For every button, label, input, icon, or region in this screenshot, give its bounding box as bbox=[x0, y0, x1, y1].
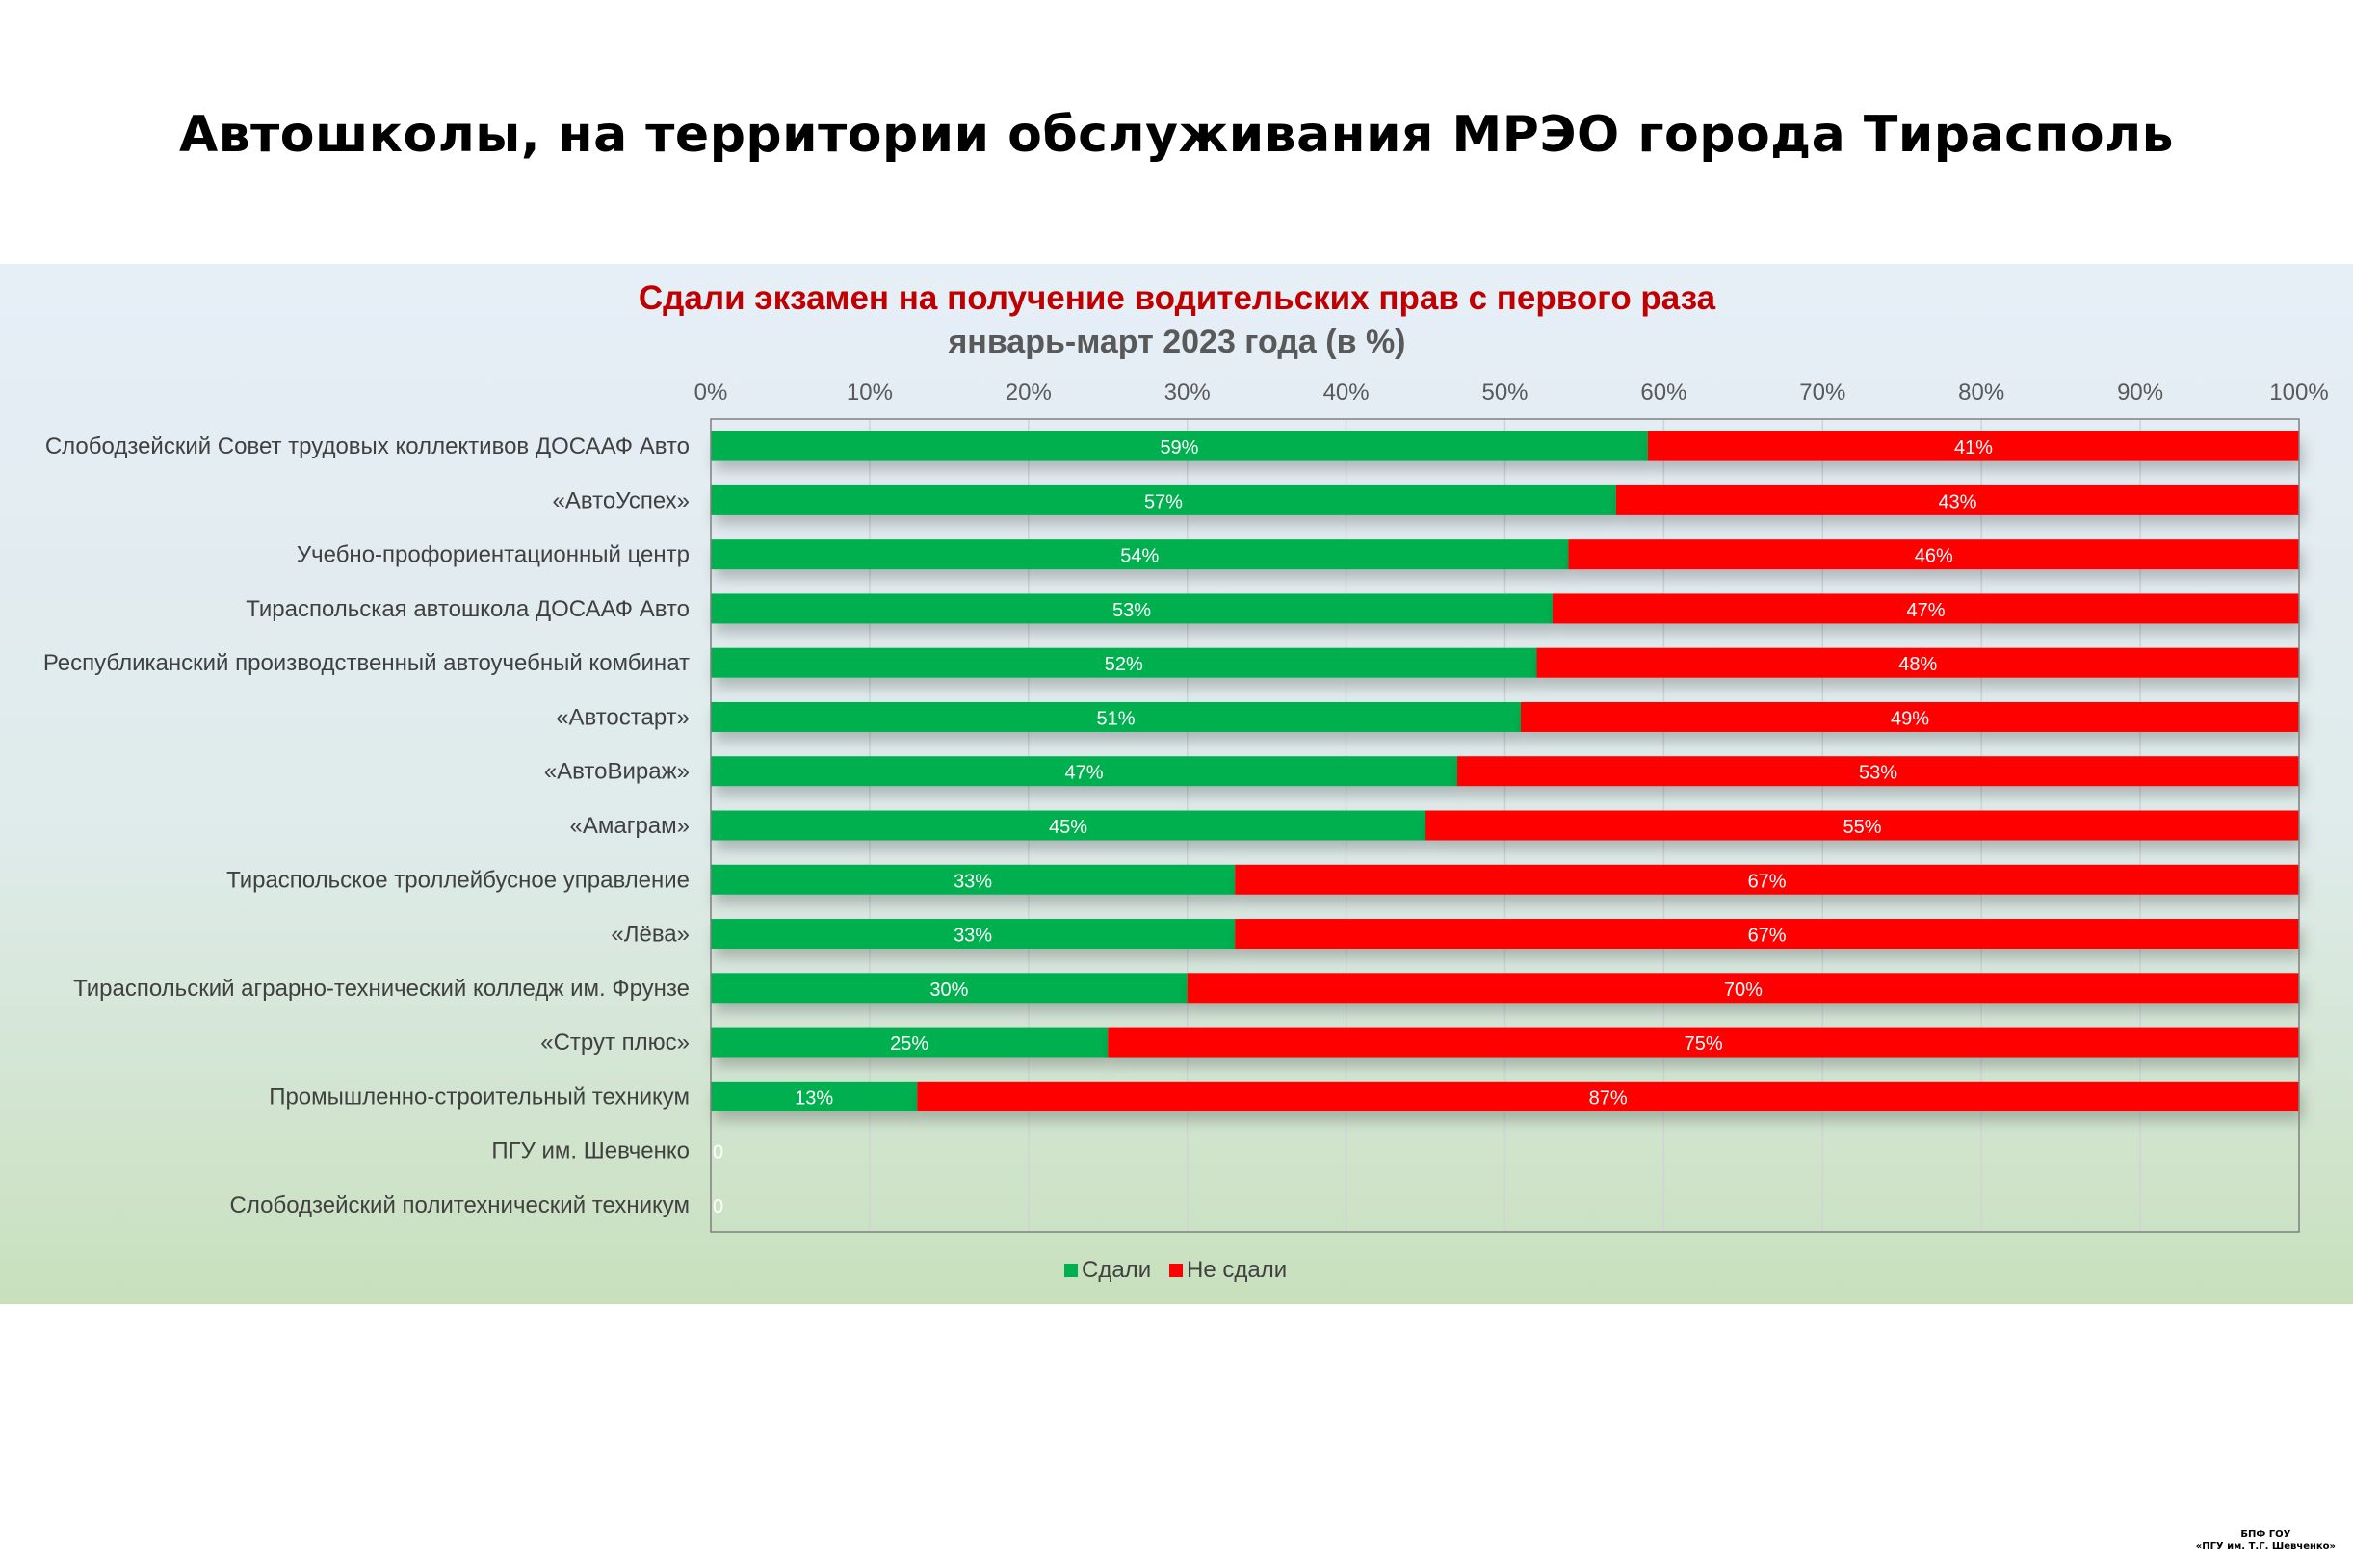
data-label-failed: 43% bbox=[1938, 491, 1976, 512]
data-label-passed: 0 bbox=[713, 1142, 723, 1163]
bar-failed bbox=[1568, 539, 2299, 570]
bar-passed bbox=[711, 593, 1553, 624]
data-labels: 59% 41% 57% 43% 54% 46% 53% 47% 52% 48% 51% 49% 47% 5… bbox=[713, 437, 1993, 1217]
bar-failed bbox=[1108, 1027, 2299, 1058]
bar-passed bbox=[711, 701, 1521, 732]
bar-failed bbox=[1187, 973, 2299, 1004]
data-label-failed: 53% bbox=[1859, 763, 1897, 784]
legend: Сдали Не сдали bbox=[1064, 1257, 1287, 1283]
legend-swatch-passed bbox=[1064, 1264, 1078, 1277]
x-tick-label: 20% bbox=[1006, 379, 1052, 405]
category-label: Промышленно-строительный техникум bbox=[269, 1084, 690, 1110]
data-label-passed: 57% bbox=[1144, 491, 1183, 512]
bar-passed bbox=[711, 484, 1616, 515]
data-label-passed: 53% bbox=[1112, 600, 1151, 621]
data-label-failed: 41% bbox=[1954, 437, 1993, 458]
data-label-passed: 30% bbox=[929, 980, 968, 1001]
data-label-failed: 46% bbox=[1915, 546, 1953, 567]
bar-failed bbox=[917, 1081, 2299, 1111]
legend-label-passed: Сдали bbox=[1082, 1257, 1151, 1283]
x-tick-label: 0% bbox=[694, 379, 728, 405]
category-label: «Автостарт» bbox=[556, 704, 690, 730]
bar-failed bbox=[1425, 810, 2299, 841]
chart-title: Сдали экзамен на получение водительских … bbox=[639, 279, 1716, 317]
legend-swatch-failed bbox=[1169, 1264, 1183, 1277]
bar-passed bbox=[711, 919, 1236, 950]
category-label: «Струт плюс» bbox=[540, 1030, 690, 1056]
category-label: Учебно-профориентационный центр bbox=[297, 542, 690, 568]
bar-failed bbox=[1235, 919, 2299, 950]
bar-passed bbox=[711, 431, 1648, 461]
stacked-bar-chart: Сдали экзамен на получение водительских … bbox=[43, 279, 2329, 1283]
bar-failed bbox=[1647, 431, 2299, 461]
bar-failed bbox=[1615, 484, 2299, 515]
bar-failed bbox=[1552, 593, 2299, 624]
data-label-passed: 0 bbox=[713, 1196, 723, 1217]
data-label-passed: 52% bbox=[1105, 654, 1143, 675]
bar-passed bbox=[711, 756, 1458, 787]
footer-line-1: БПФ ГОУ bbox=[2240, 1529, 2291, 1540]
x-tick-label: 100% bbox=[2269, 379, 2328, 405]
data-label-failed: 55% bbox=[1843, 817, 1882, 838]
bar-passed bbox=[711, 1027, 1109, 1058]
data-label-passed: 47% bbox=[1064, 763, 1103, 784]
footer-line-2: «ПГУ им. Т.Г. Шевченко» bbox=[2195, 1541, 2336, 1552]
category-label: Тираспольский аграрно-технический коллед… bbox=[73, 976, 690, 1002]
category-label: «АвтоУспех» bbox=[553, 487, 690, 513]
x-axis-ticks: 0% 10% 20% 30% 40% 50% 60% 70% 80% 90% 100% bbox=[694, 379, 2329, 405]
legend-label-failed: Не сдали bbox=[1187, 1257, 1287, 1283]
data-label-passed: 33% bbox=[954, 871, 992, 892]
bar-passed bbox=[711, 539, 1569, 570]
bar-failed bbox=[1520, 701, 2299, 732]
category-label: Слободзейский политехнический техникум bbox=[230, 1192, 690, 1218]
data-label-failed: 87% bbox=[1589, 1087, 1628, 1109]
category-label: Республиканский производственный автоуче… bbox=[43, 650, 690, 676]
chart-subtitle: январь-март 2023 года (в %) bbox=[947, 324, 1405, 360]
bar-passed bbox=[711, 647, 1537, 678]
category-label: Слободзейский Совет трудовых коллективов… bbox=[45, 433, 690, 459]
data-label-passed: 45% bbox=[1049, 817, 1087, 838]
page-title: Автошколы, на территории обслуживания МР… bbox=[178, 106, 2175, 164]
x-tick-label: 70% bbox=[1799, 379, 1845, 405]
data-label-passed: 51% bbox=[1096, 708, 1135, 729]
data-label-failed: 67% bbox=[1748, 871, 1787, 892]
x-tick-label: 90% bbox=[2117, 379, 2163, 405]
x-tick-label: 10% bbox=[847, 379, 893, 405]
bar-passed bbox=[711, 973, 1188, 1004]
bar-failed bbox=[1457, 756, 2299, 787]
data-label-failed: 67% bbox=[1748, 926, 1787, 947]
x-tick-label: 60% bbox=[1640, 379, 1686, 405]
data-label-failed: 48% bbox=[1898, 654, 1937, 675]
data-label-failed: 70% bbox=[1724, 980, 1763, 1001]
data-label-passed: 54% bbox=[1120, 546, 1159, 567]
category-label: «Лёва» bbox=[611, 922, 690, 948]
category-label: ПГУ им. Шевченко bbox=[491, 1138, 690, 1164]
bars bbox=[711, 431, 2299, 1111]
data-label-passed: 59% bbox=[1160, 437, 1198, 458]
data-label-failed: 49% bbox=[1891, 708, 1929, 729]
category-label: «Амаграм» bbox=[570, 813, 691, 839]
x-tick-label: 50% bbox=[1481, 379, 1528, 405]
chart-panel: Сдали экзамен на получение водительских … bbox=[0, 264, 2353, 1304]
bar-failed bbox=[1536, 647, 2299, 678]
bar-passed bbox=[711, 864, 1236, 895]
x-tick-label: 80% bbox=[1958, 379, 2004, 405]
x-tick-label: 30% bbox=[1164, 379, 1211, 405]
category-label: Тираспольская автошкола ДОСААФ Авто bbox=[246, 596, 690, 622]
bar-passed bbox=[711, 1081, 918, 1111]
data-label-passed: 13% bbox=[795, 1087, 833, 1109]
footer-note: БПФ ГОУ «ПГУ им. Т.Г. Шевченко» bbox=[2196, 1529, 2336, 1553]
bar-failed bbox=[1235, 864, 2299, 895]
data-label-passed: 33% bbox=[954, 926, 992, 947]
data-label-failed: 47% bbox=[1906, 600, 1945, 621]
category-label: «АвтоВираж» bbox=[544, 759, 690, 785]
category-labels: Слободзейский Совет трудовых коллективов… bbox=[43, 433, 690, 1218]
data-label-failed: 75% bbox=[1685, 1033, 1723, 1055]
category-label: Тираспольское троллейбусное управление bbox=[226, 867, 690, 893]
plot-border bbox=[710, 418, 2300, 1233]
bar-passed bbox=[711, 810, 1426, 841]
x-tick-label: 40% bbox=[1323, 379, 1370, 405]
data-label-passed: 25% bbox=[890, 1033, 928, 1055]
